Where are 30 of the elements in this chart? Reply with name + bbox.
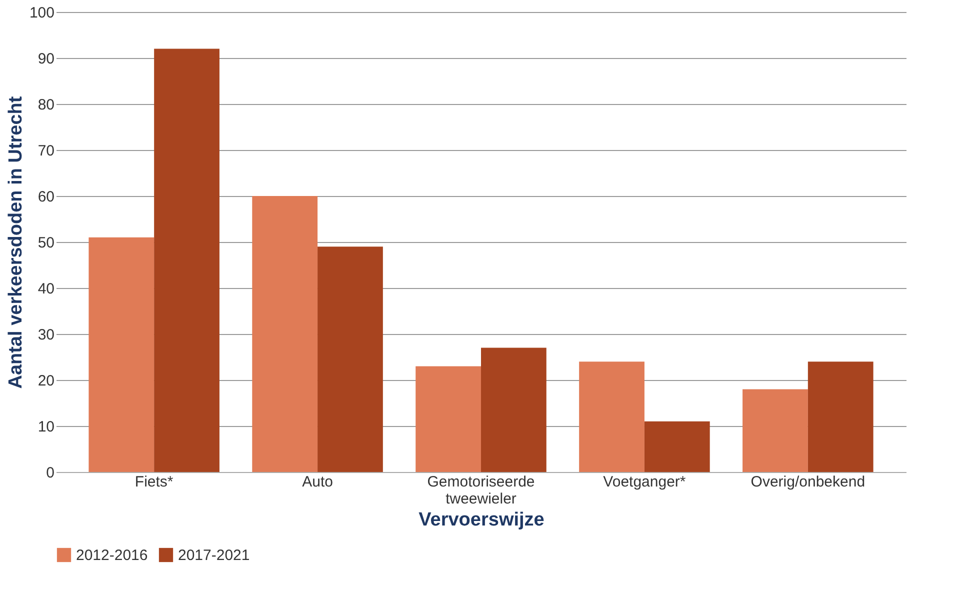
y-tick-label: 50 bbox=[38, 234, 54, 252]
y-tick-label: 90 bbox=[38, 50, 54, 68]
x-axis-title: Vervoerswijze bbox=[418, 510, 544, 530]
y-tick-label: 40 bbox=[38, 280, 54, 298]
y-tick-label: 70 bbox=[38, 142, 54, 160]
bar bbox=[154, 48, 220, 472]
bar bbox=[252, 196, 318, 472]
bar bbox=[481, 348, 546, 472]
y-tick-label: 100 bbox=[29, 4, 54, 22]
y-tick-label: 30 bbox=[38, 326, 54, 344]
bar bbox=[416, 366, 481, 472]
bar bbox=[644, 421, 710, 472]
y-tick-label: 60 bbox=[38, 188, 54, 206]
x-tick-label: Fiets* bbox=[134, 474, 174, 490]
y-tick-label: 10 bbox=[38, 418, 54, 436]
x-tick-label: Gemotoriseerde tweewieler bbox=[427, 474, 535, 508]
legend-label: 2017-2021 bbox=[178, 547, 250, 564]
x-tick-label: Voetganger* bbox=[603, 474, 686, 490]
x-tick-label: Auto bbox=[302, 474, 333, 490]
bar bbox=[318, 246, 383, 472]
bar bbox=[579, 362, 644, 472]
bar bbox=[88, 237, 154, 472]
y-tick-label: 0 bbox=[46, 464, 54, 482]
y-tick-label: 80 bbox=[38, 96, 54, 114]
legend-label: 2012-2016 bbox=[76, 547, 148, 564]
bar bbox=[742, 389, 808, 472]
y-tick-label: 20 bbox=[38, 372, 54, 390]
x-tick-label: Overig/onbekend bbox=[750, 474, 866, 490]
bar bbox=[808, 362, 874, 472]
y-axis-title: Aantal verkeersdoden in Utrecht bbox=[5, 96, 26, 389]
